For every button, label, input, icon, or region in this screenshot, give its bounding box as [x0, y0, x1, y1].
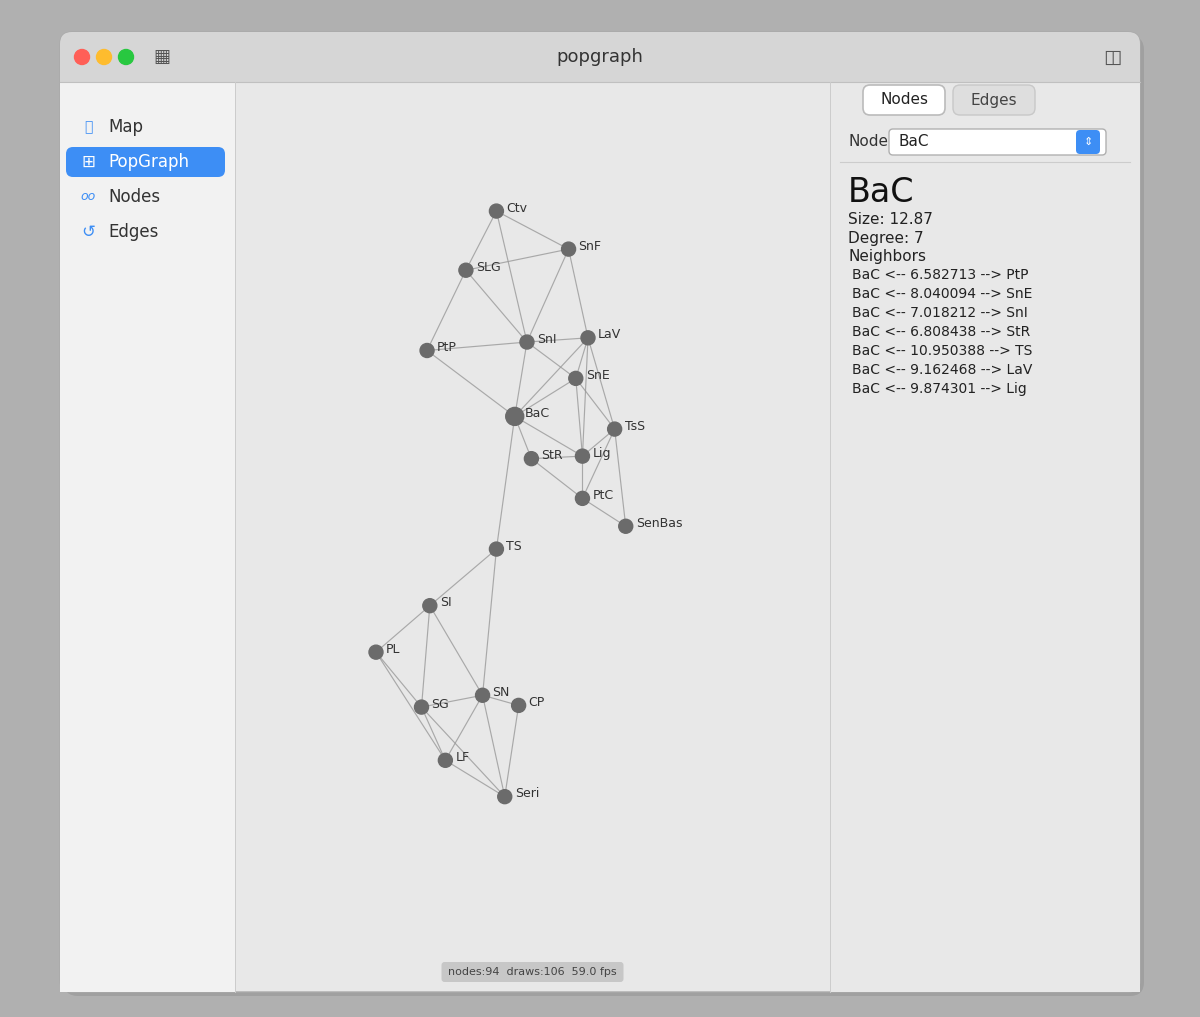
Text: TsS: TsS: [625, 420, 644, 432]
Circle shape: [607, 422, 622, 436]
Text: StR: StR: [541, 450, 563, 462]
Circle shape: [498, 789, 511, 803]
Bar: [60, 57, 1140, 82]
Text: BaC <-- 8.040094 --> SnE: BaC <-- 8.040094 --> SnE: [852, 287, 1032, 301]
Circle shape: [96, 50, 112, 64]
Text: SnI: SnI: [536, 333, 557, 346]
FancyBboxPatch shape: [863, 85, 946, 115]
Text: Size: 12.87: Size: 12.87: [848, 213, 932, 228]
Circle shape: [74, 50, 90, 64]
Circle shape: [569, 371, 583, 385]
Text: ↺: ↺: [82, 223, 95, 241]
FancyBboxPatch shape: [953, 85, 1034, 115]
Circle shape: [368, 645, 383, 659]
Text: BaC <-- 10.950388 --> TS: BaC <-- 10.950388 --> TS: [852, 344, 1032, 358]
Text: Neighbors: Neighbors: [848, 248, 926, 263]
Circle shape: [581, 331, 595, 345]
FancyBboxPatch shape: [60, 972, 235, 992]
Text: BaC <-- 6.808438 --> StR: BaC <-- 6.808438 --> StR: [852, 325, 1031, 339]
Circle shape: [490, 204, 504, 218]
Circle shape: [475, 689, 490, 703]
Text: SN: SN: [492, 685, 510, 699]
Circle shape: [490, 542, 504, 556]
Text: SLG: SLG: [476, 260, 500, 274]
Text: ⊞: ⊞: [82, 153, 95, 171]
Text: SenBas: SenBas: [636, 517, 683, 530]
FancyBboxPatch shape: [60, 32, 1140, 82]
Text: Edges: Edges: [971, 93, 1018, 108]
Circle shape: [414, 700, 428, 714]
Bar: [830, 82, 1140, 992]
Text: SI: SI: [440, 596, 451, 609]
Text: LF: LF: [455, 751, 469, 764]
Text: PtP: PtP: [437, 341, 457, 354]
FancyBboxPatch shape: [889, 129, 1106, 155]
Text: Nodes: Nodes: [108, 188, 160, 206]
Circle shape: [422, 599, 437, 612]
Text: Map: Map: [108, 118, 143, 136]
Text: BaC: BaC: [848, 176, 914, 208]
FancyBboxPatch shape: [1076, 130, 1100, 154]
Text: Ctv: Ctv: [506, 201, 528, 215]
FancyBboxPatch shape: [64, 36, 1144, 996]
Text: TS: TS: [506, 540, 522, 552]
Circle shape: [576, 450, 589, 463]
Circle shape: [524, 452, 539, 466]
Bar: [60, 82, 235, 992]
Text: Node: Node: [848, 134, 888, 149]
Circle shape: [520, 335, 534, 349]
Circle shape: [420, 344, 434, 358]
Text: SnF: SnF: [578, 240, 601, 252]
Circle shape: [511, 699, 526, 712]
Text: PtC: PtC: [593, 489, 613, 501]
Text: Seri: Seri: [515, 787, 539, 800]
Text: ◫: ◫: [1103, 48, 1121, 66]
Text: Edges: Edges: [108, 223, 158, 241]
Text: BaC <-- 9.874301 --> Lig: BaC <-- 9.874301 --> Lig: [852, 382, 1027, 396]
Text: Degree: 7: Degree: 7: [848, 231, 924, 245]
Text: SnE: SnE: [586, 369, 610, 382]
Text: Lig: Lig: [593, 446, 611, 460]
Text: ⇕: ⇕: [1084, 137, 1093, 147]
Text: BaC <-- 9.162468 --> LaV: BaC <-- 9.162468 --> LaV: [852, 363, 1032, 377]
Circle shape: [458, 263, 473, 278]
Text: CP: CP: [529, 696, 545, 709]
Text: BaC <-- 7.018212 --> SnI: BaC <-- 7.018212 --> SnI: [852, 306, 1027, 320]
Circle shape: [438, 754, 452, 767]
Text: oo: oo: [80, 190, 96, 203]
Text: nodes:94  draws:106  59.0 fps: nodes:94 draws:106 59.0 fps: [448, 967, 617, 977]
Text: BaC <-- 6.582713 --> PtP: BaC <-- 6.582713 --> PtP: [852, 268, 1028, 282]
Circle shape: [619, 520, 632, 533]
Text: BaC: BaC: [524, 407, 550, 420]
Text: PL: PL: [386, 643, 401, 656]
FancyBboxPatch shape: [66, 147, 226, 177]
Text: ▦: ▦: [154, 48, 170, 66]
Circle shape: [576, 491, 589, 505]
Circle shape: [119, 50, 133, 64]
FancyBboxPatch shape: [60, 32, 1140, 992]
Text: LaV: LaV: [598, 328, 622, 342]
Text: PopGraph: PopGraph: [108, 153, 190, 171]
Text: BaC: BaC: [898, 134, 929, 149]
Circle shape: [562, 242, 576, 256]
Text: 🗺: 🗺: [84, 120, 92, 134]
Text: SG: SG: [432, 698, 449, 711]
Circle shape: [505, 408, 523, 425]
Text: popgraph: popgraph: [557, 48, 643, 66]
FancyBboxPatch shape: [442, 962, 624, 982]
Text: Nodes: Nodes: [880, 93, 928, 108]
